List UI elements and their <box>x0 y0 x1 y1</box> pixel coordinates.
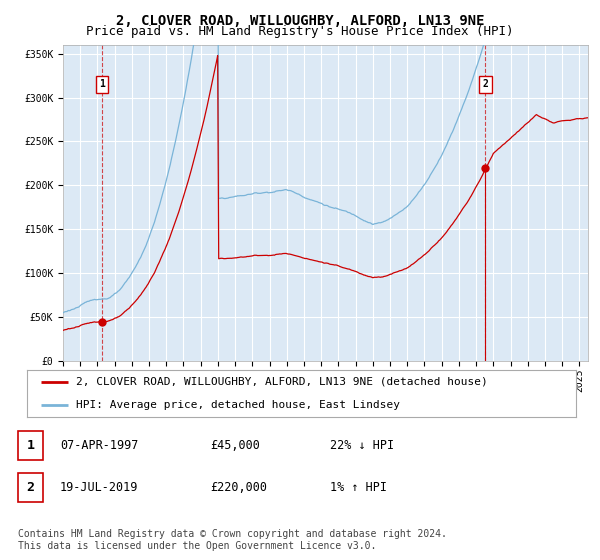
Text: HPI: Average price, detached house, East Lindsey: HPI: Average price, detached house, East… <box>76 400 400 410</box>
Text: 07-APR-1997: 07-APR-1997 <box>60 439 139 452</box>
Text: 19-JUL-2019: 19-JUL-2019 <box>60 480 139 493</box>
Text: 1: 1 <box>26 439 35 452</box>
Text: 22% ↓ HPI: 22% ↓ HPI <box>330 439 394 452</box>
Text: 2, CLOVER ROAD, WILLOUGHBY, ALFORD, LN13 9NE: 2, CLOVER ROAD, WILLOUGHBY, ALFORD, LN13… <box>116 14 484 28</box>
Text: 2: 2 <box>482 80 488 90</box>
Text: Contains HM Land Registry data © Crown copyright and database right 2024.
This d: Contains HM Land Registry data © Crown c… <box>18 529 447 551</box>
Text: 1: 1 <box>99 80 105 90</box>
Text: 1% ↑ HPI: 1% ↑ HPI <box>330 480 387 493</box>
Text: Price paid vs. HM Land Registry's House Price Index (HPI): Price paid vs. HM Land Registry's House … <box>86 25 514 38</box>
Text: £220,000: £220,000 <box>210 480 267 493</box>
Text: £45,000: £45,000 <box>210 439 260 452</box>
Text: 2, CLOVER ROAD, WILLOUGHBY, ALFORD, LN13 9NE (detached house): 2, CLOVER ROAD, WILLOUGHBY, ALFORD, LN13… <box>76 376 488 386</box>
Text: 2: 2 <box>26 480 35 493</box>
FancyBboxPatch shape <box>18 431 43 460</box>
FancyBboxPatch shape <box>18 473 43 502</box>
